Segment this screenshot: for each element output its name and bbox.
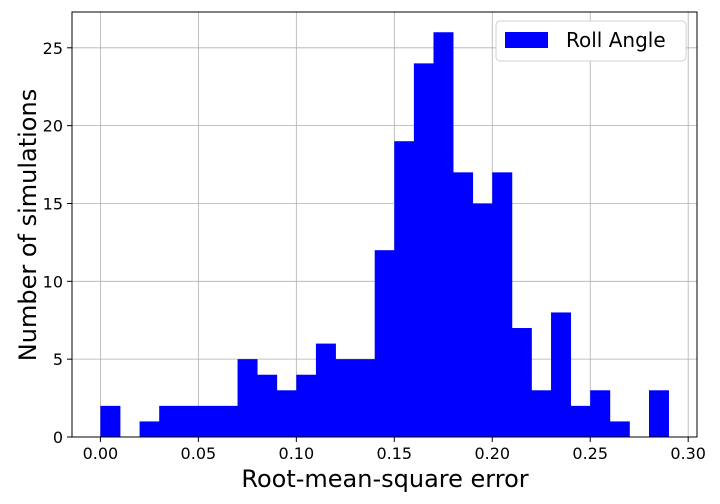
y-tick-label: 5 — [53, 350, 63, 369]
x-tick-label: 0.10 — [279, 444, 315, 463]
legend-label: Roll Angle — [566, 28, 666, 52]
x-axis-ticks: 0.00 0.05 0.10 0.15 0.20 0.25 0.30 — [83, 437, 706, 463]
histogram-bar — [198, 405, 219, 437]
histogram-bar — [394, 141, 415, 437]
histogram-bar — [315, 343, 336, 437]
histogram-bar — [139, 421, 160, 437]
y-axis-ticks: 0 5 10 15 20 25 — [43, 39, 72, 447]
histogram-bar — [492, 172, 513, 437]
x-tick-label: 0.25 — [572, 444, 608, 463]
histogram-bar — [257, 374, 278, 437]
histogram-bar — [296, 374, 317, 437]
x-axis-label: Root-mean-square error — [241, 465, 528, 493]
histogram-bar — [178, 405, 199, 437]
histogram-bar — [335, 359, 356, 437]
legend-box — [495, 20, 687, 62]
x-tick-label: 0.15 — [376, 444, 412, 463]
x-tick-label: 0.00 — [83, 444, 119, 463]
y-tick-label: 15 — [43, 194, 63, 213]
histogram-bar — [551, 312, 572, 437]
histogram-bar — [570, 405, 591, 437]
histogram-bar — [453, 172, 474, 437]
histogram-bar — [511, 328, 532, 437]
legend: Roll Angle — [495, 20, 687, 62]
plot-area-frame — [71, 11, 698, 438]
histogram-bar — [276, 390, 297, 437]
histogram-bar — [217, 405, 238, 437]
x-tick-label: 0.05 — [181, 444, 217, 463]
histogram-bar — [433, 32, 454, 437]
y-tick-label: 25 — [43, 39, 63, 58]
legend-swatch — [505, 32, 548, 48]
histogram-bar — [648, 390, 669, 437]
histogram-bar — [590, 390, 611, 437]
histogram-bar — [374, 250, 395, 437]
y-tick-label: 10 — [43, 272, 63, 291]
histogram-bar — [355, 359, 376, 437]
histogram-bars — [100, 32, 669, 437]
histogram-bar — [237, 359, 258, 437]
histogram-bar — [609, 421, 630, 437]
histogram-bar — [159, 405, 180, 437]
histogram-bar — [531, 390, 552, 437]
x-tick-label: 0.30 — [670, 444, 706, 463]
y-tick-label: 20 — [43, 117, 63, 136]
y-tick-label: 0 — [53, 428, 63, 447]
x-tick-label: 0.20 — [474, 444, 510, 463]
y-axis-label: Number of simulations — [14, 89, 42, 361]
histogram-bar — [472, 203, 493, 437]
histogram-bar — [100, 405, 121, 437]
histogram-bar — [413, 63, 434, 437]
